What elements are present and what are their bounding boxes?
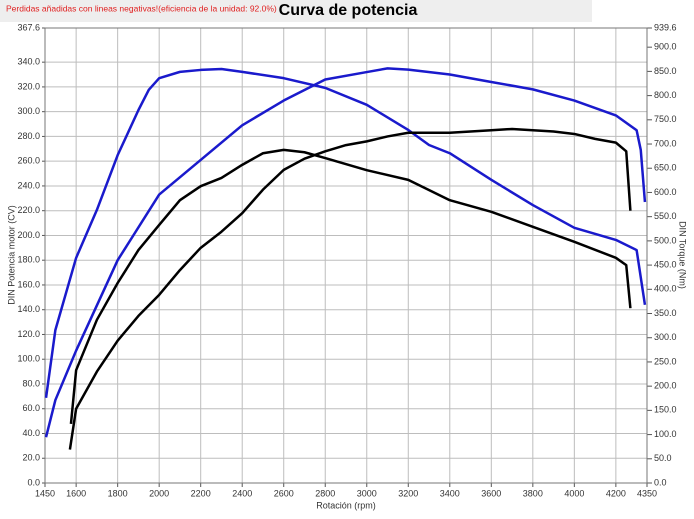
y-tick-label: 0.0 (27, 477, 40, 487)
x-tick-label: 2000 (149, 488, 169, 498)
y2-tick-label: 939.6 (654, 22, 677, 32)
x-axis-label: Rotación (rpm) (316, 500, 376, 510)
y-tick-label: 120.0 (17, 329, 40, 339)
y2-tick-label: 500.0 (654, 235, 677, 245)
x-tick-label: 2600 (274, 488, 294, 498)
x-tick-label: 3800 (523, 488, 543, 498)
x-tick-label: 2400 (232, 488, 252, 498)
y-tick-label: 40.0 (22, 428, 40, 438)
y-tick-label: 280.0 (17, 131, 40, 141)
y2-tick-label: 200.0 (654, 381, 677, 391)
y2-tick-label: 0.0 (654, 477, 667, 487)
y2-tick-label: 650.0 (654, 163, 677, 173)
y-tick-label: 140.0 (17, 304, 40, 314)
chart-title: Curva de potencia (279, 2, 418, 19)
y-axis-label: DIN Potencia motor (CV) (6, 205, 16, 305)
y2-axis-label: DIN Torque (Nm) (678, 221, 688, 289)
y2-tick-label: 600.0 (654, 187, 677, 197)
y2-tick-label: 350.0 (654, 308, 677, 318)
x-tick-label: 4350 (637, 488, 657, 498)
y-tick-label: 240.0 (17, 180, 40, 190)
y2-tick-label: 750.0 (654, 114, 677, 124)
x-tick-label: 4200 (606, 488, 626, 498)
x-tick-label: 2800 (315, 488, 335, 498)
y2-tick-label: 400.0 (654, 284, 677, 294)
header-band (0, 0, 592, 22)
x-tick-label: 1600 (66, 488, 86, 498)
y2-tick-label: 150.0 (654, 405, 677, 415)
y2-tick-label: 850.0 (654, 66, 677, 76)
y2-tick-label: 250.0 (654, 356, 677, 366)
y-tick-label: 60.0 (22, 403, 40, 413)
y2-tick-label: 300.0 (654, 332, 677, 342)
y-tick-label: 300.0 (17, 106, 40, 116)
curve (44, 67, 647, 398)
x-tick-label: 1450 (35, 488, 55, 498)
y2-tick-label: 550.0 (654, 211, 677, 221)
x-tick-label: 3200 (398, 488, 418, 498)
x-tick-label: 1800 (108, 488, 128, 498)
y-tick-label: 367.6 (17, 22, 40, 32)
y-tick-label: 260.0 (17, 156, 40, 166)
y2-tick-label: 100.0 (654, 429, 677, 439)
x-tick-label: 4000 (564, 488, 584, 498)
curve (69, 148, 632, 425)
annotation: Perdidas añadidas con lineas negativas!(… (6, 3, 277, 13)
x-tick-label: 2200 (191, 488, 211, 498)
y-tick-label: 160.0 (17, 279, 40, 289)
y2-tick-label: 900.0 (654, 42, 677, 52)
x-tick-label: 3000 (357, 488, 377, 498)
y-tick-label: 80.0 (22, 378, 40, 388)
y-tick-label: 100.0 (17, 354, 40, 364)
y-tick-label: 20.0 (22, 453, 40, 463)
y-tick-label: 200.0 (17, 230, 40, 240)
curve (44, 67, 647, 438)
plot-frame (44, 27, 648, 484)
x-tick-label: 3600 (481, 488, 501, 498)
curve (68, 127, 632, 450)
y2-tick-label: 450.0 (654, 259, 677, 269)
y2-tick-label: 800.0 (654, 90, 677, 100)
y2-tick-label: 700.0 (654, 138, 677, 148)
y-tick-label: 180.0 (17, 255, 40, 265)
y2-tick-label: 50.0 (654, 453, 672, 463)
y-tick-label: 320.0 (17, 81, 40, 91)
y-tick-label: 340.0 (17, 57, 40, 67)
x-tick-label: 3400 (440, 488, 460, 498)
y-tick-label: 220.0 (17, 205, 40, 215)
